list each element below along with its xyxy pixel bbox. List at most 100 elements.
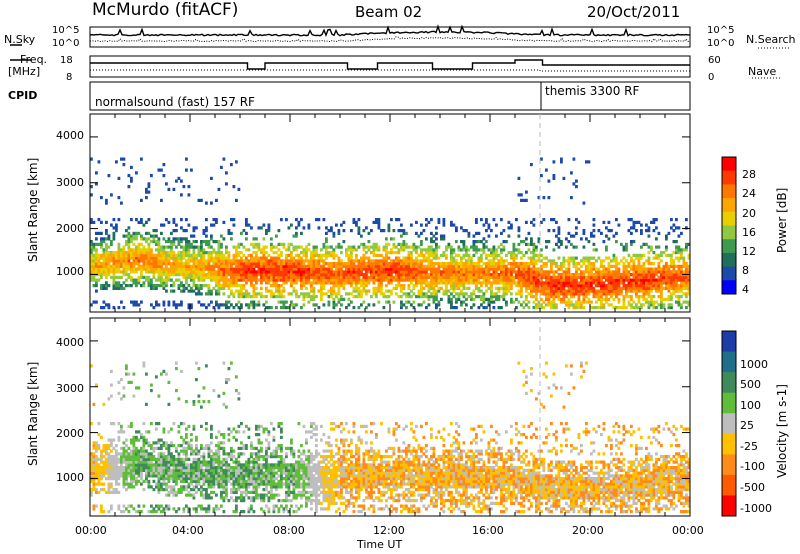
heatmap-cell (682, 259, 686, 263)
heatmap-cell (97, 264, 101, 268)
heatmap-cell (502, 295, 506, 299)
heatmap-cell (217, 270, 221, 274)
heatmap-cell (660, 281, 663, 285)
heatmap-cell (105, 471, 108, 475)
heatmap-cell (152, 306, 156, 310)
heatmap-cell (540, 278, 543, 282)
heatmap-cell (687, 286, 691, 290)
heatmap-cell (97, 490, 101, 494)
heatmap-cell (387, 295, 391, 299)
heatmap-cell (100, 466, 103, 470)
heatmap-cell (167, 466, 171, 470)
heatmap-cell (232, 275, 236, 279)
heatmap-cell (582, 270, 586, 274)
heatmap-cell (300, 245, 303, 249)
heatmap-cell (125, 466, 128, 470)
heatmap-cell (125, 256, 128, 260)
heatmap-cell (295, 281, 298, 285)
heatmap-cell (377, 259, 381, 263)
heatmap-cell (132, 435, 136, 439)
heatmap-cell (227, 281, 231, 285)
heatmap-cell (245, 220, 248, 224)
heatmap-cell (475, 273, 478, 277)
heatmap-cell (435, 242, 438, 246)
heatmap-cell (685, 275, 688, 279)
heatmap-cell (472, 281, 476, 285)
heatmap-cell (192, 289, 196, 293)
heatmap-cell (465, 273, 468, 277)
heatmap-cell (502, 275, 506, 279)
heatmap-cell (570, 289, 573, 293)
heatmap-cell (235, 303, 238, 307)
heatmap-cell (270, 292, 273, 296)
heatmap-cell (682, 264, 686, 268)
heatmap-cell (100, 231, 103, 235)
heatmap-cell (415, 248, 418, 252)
heatmap-cell (365, 270, 368, 274)
heatmap-cell (467, 273, 471, 277)
heatmap-cell (502, 229, 506, 233)
heatmap-cell (647, 256, 651, 260)
heatmap-cell (352, 278, 356, 282)
heatmap-cell (147, 275, 151, 279)
heatmap-cell (607, 229, 611, 233)
heatmap-cell (505, 270, 508, 274)
heatmap-cell (225, 182, 228, 186)
heatmap-cell (245, 292, 248, 296)
heatmap-cell (262, 237, 266, 241)
heatmap-cell (400, 286, 403, 290)
heatmap-cell (545, 295, 548, 299)
heatmap-cell (252, 300, 256, 304)
heatmap-cell (522, 264, 526, 268)
heatmap-cell (210, 245, 213, 249)
heatmap-cell (322, 259, 326, 263)
heatmap-cell (262, 278, 266, 282)
heatmap-cell (192, 273, 196, 277)
power-heatmap (90, 157, 691, 310)
heatmap-cell (282, 242, 286, 246)
heatmap-cell (607, 220, 611, 224)
heatmap-cell (532, 284, 536, 288)
heatmap-cell (100, 237, 103, 241)
heatmap-cell (675, 240, 678, 244)
heatmap-cell (270, 275, 273, 279)
heatmap-cell (130, 237, 133, 241)
heatmap-cell (102, 488, 106, 492)
heatmap-cell (637, 264, 641, 268)
velocity-ytick-4000: 4000 (56, 336, 84, 349)
heatmap-cell (150, 174, 153, 178)
heatmap-cell (157, 256, 161, 260)
heatmap-cell (610, 229, 613, 233)
heatmap-cell (170, 264, 173, 268)
heatmap-cell (185, 267, 188, 271)
heatmap-cell (662, 251, 666, 255)
heatmap-cell (682, 284, 686, 288)
heatmap-cell (232, 273, 236, 277)
heatmap-cell (140, 256, 143, 260)
heatmap-cell (132, 468, 136, 472)
heatmap-cell (587, 292, 591, 296)
heatmap-cell (317, 256, 321, 260)
heatmap-cell (482, 262, 486, 266)
heatmap-cell (342, 229, 346, 233)
heatmap-cell (95, 457, 98, 461)
heatmap-cell (142, 468, 146, 472)
heatmap-cell (392, 278, 396, 282)
heatmap-cell (177, 457, 181, 461)
heatmap-cell (507, 286, 511, 290)
heatmap-cell (397, 259, 401, 263)
heatmap-cell (172, 477, 176, 481)
heatmap-cell (152, 449, 156, 453)
heatmap-cell (357, 229, 361, 233)
heatmap-cell (485, 267, 488, 271)
heatmap-cell (177, 490, 181, 494)
heatmap-cell (515, 218, 518, 222)
velocity-ytick-2000: 2000 (56, 427, 84, 440)
heatmap-cell (500, 306, 503, 310)
heatmap-cell (687, 242, 691, 246)
heatmap-cell (320, 297, 323, 301)
heatmap-cell (642, 273, 646, 277)
heatmap-cell (235, 259, 238, 263)
heatmap-cell (297, 273, 301, 277)
heatmap-cell (157, 251, 161, 255)
